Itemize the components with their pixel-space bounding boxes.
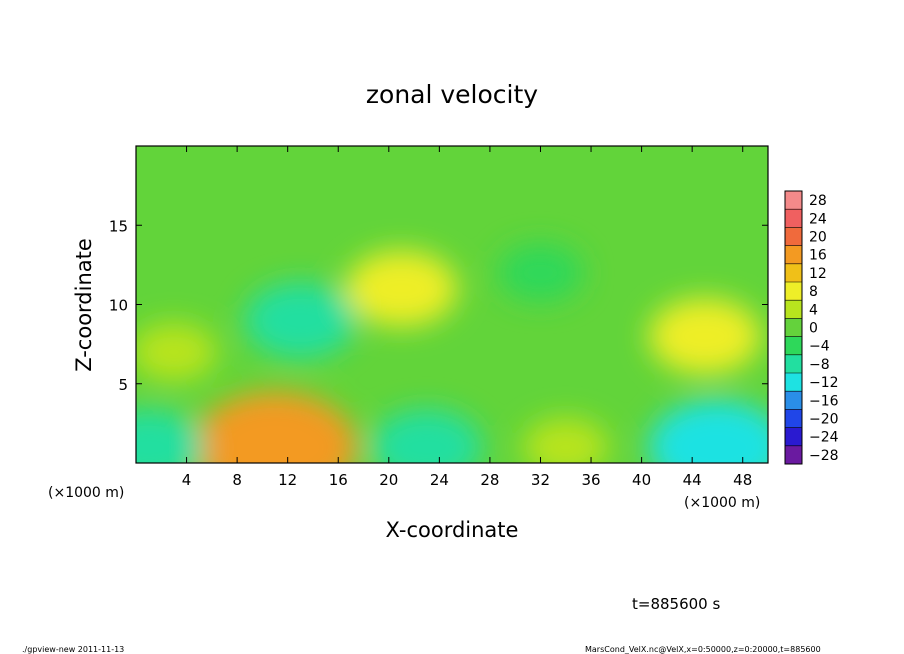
x-tick-label: 48 (733, 471, 752, 489)
x-tick-label: 24 (430, 471, 449, 489)
y-tick-label: 5 (118, 376, 128, 394)
time-label: t=885600 s (632, 595, 720, 613)
field-feature-1 (193, 391, 358, 463)
x-tick-label: 44 (683, 471, 702, 489)
field-feature-0 (136, 322, 217, 382)
field-features (136, 243, 768, 463)
y-tick-label: 15 (109, 217, 128, 235)
colorbar: 28 24 20 16 12 8 4 0 −4 −8 −12 −16 −20 −24 −28 (784, 190, 839, 465)
colorbar-swatch (785, 427, 802, 446)
colorbar-swatch (785, 373, 802, 392)
x-tick-label: 16 (329, 471, 348, 489)
colorbar-label: −8 (809, 357, 830, 373)
y-tick-label: 10 (109, 297, 128, 315)
colorbar-swatch (785, 409, 802, 428)
x-axis-ticks: 4 8 12 16 20 24 28 32 36 40 44 48 (182, 146, 752, 489)
x-unit-left: (×1000 m) (48, 485, 124, 501)
chart-title: zonal velocity (366, 80, 538, 109)
colorbar-swatch (785, 191, 802, 210)
field-feature-2 (244, 282, 357, 359)
x-tick-label: 8 (232, 471, 242, 489)
colorbar-swatch (785, 209, 802, 228)
colorbar-label: 8 (809, 284, 818, 300)
colorbar-label: 0 (809, 321, 818, 337)
colorbar-label: −4 (809, 339, 830, 355)
colorbar-swatch (785, 445, 802, 464)
footer-left: ./gpview-new 2011-11-13 (22, 645, 124, 654)
x-tick-label: 20 (379, 471, 398, 489)
colorbar-label: −24 (809, 430, 839, 446)
colorbar-label: −20 (809, 412, 839, 428)
x-tick-label: 28 (480, 471, 499, 489)
colorbar-swatch (785, 354, 802, 373)
colorbar-swatch (785, 227, 802, 246)
x-tick-label: 40 (632, 471, 651, 489)
field-feature-3 (345, 250, 458, 327)
field-feature-5 (497, 243, 584, 303)
field-feature-7 (648, 298, 761, 375)
colorbar-swatch (785, 318, 802, 337)
colorbar-swatch (785, 245, 802, 264)
colorbar-label: 4 (809, 302, 818, 318)
x-tick-label: 12 (278, 471, 297, 489)
field-feature-9 (136, 409, 205, 463)
field-feature-6 (522, 417, 609, 463)
x-tick-label: 4 (182, 471, 192, 489)
field-feature-8 (648, 400, 768, 463)
y-axis-label: Z-coordinate (72, 238, 96, 372)
field-feature-4 (370, 409, 483, 463)
colorbar-label: −12 (809, 375, 839, 391)
colorbar-label: 16 (809, 248, 827, 264)
footer-right: MarsCond_VelX.nc@VelX,x=0:50000,z=0:2000… (585, 645, 821, 654)
x-tick-label: 32 (531, 471, 550, 489)
colorbar-label: 12 (809, 266, 827, 282)
colorbar-swatch (785, 300, 802, 319)
colorbar-label: −28 (809, 448, 839, 464)
colorbar-swatch (785, 263, 802, 282)
colorbar-label: 20 (809, 230, 827, 246)
x-tick-label: 36 (581, 471, 600, 489)
x-axis-label: X-coordinate (386, 518, 519, 542)
x-unit-right: (×1000 m) (684, 495, 760, 511)
colorbar-label: 24 (809, 211, 827, 227)
colorbar-swatch (785, 336, 802, 355)
colorbar-swatch (785, 282, 802, 301)
colorbar-swatch (785, 391, 802, 410)
y-axis-ticks: 5 10 15 (109, 217, 768, 394)
colorbar-label: −16 (809, 393, 839, 409)
colorbar-label: 28 (809, 193, 827, 209)
